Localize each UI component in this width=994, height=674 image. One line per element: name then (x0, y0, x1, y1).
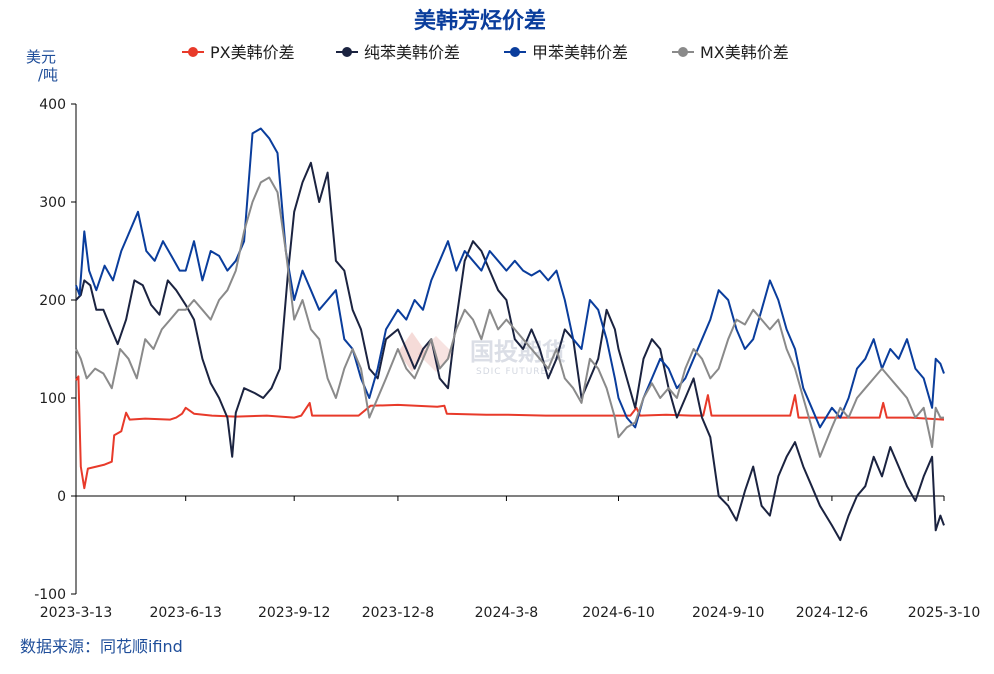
x-tick-label: 2023-6-13 (149, 605, 221, 621)
x-tick-label: 2025-3-10 (908, 605, 980, 621)
x-tick-label: 2023-9-12 (258, 605, 330, 621)
y-tick-label: 0 (57, 489, 66, 505)
y-axis: -100 0 100 200 300 400 (34, 97, 77, 603)
x-tick-label: 2023-12-8 (362, 605, 434, 621)
y-tick-label: -100 (34, 587, 66, 603)
series-group (75, 127, 945, 542)
source-note: 数据来源：同花顺ifind (20, 637, 183, 656)
legend-marker (510, 47, 520, 57)
x-tick-label: 2024-3-8 (475, 605, 539, 621)
chart-title: 美韩芳烃价差 (414, 8, 546, 34)
legend-marker (342, 47, 352, 57)
series-line (75, 375, 945, 490)
series-line (75, 161, 945, 542)
y-tick-label: 400 (39, 97, 66, 113)
legend-label: MX美韩价差 (700, 43, 789, 62)
y-tick-label: 100 (39, 391, 66, 407)
legend-marker (678, 47, 688, 57)
x-axis: 2023-3-13 2023-6-13 2023-9-12 2023-12-8 2024… (40, 495, 980, 621)
y-tick-label: 200 (39, 293, 66, 309)
series-line (75, 176, 944, 458)
x-tick-label: 2024-6-10 (582, 605, 654, 621)
x-tick-label: 2024-9-10 (692, 605, 764, 621)
x-tick-label: 2024-12-6 (796, 605, 869, 621)
legend-marker (188, 47, 198, 57)
y-unit-line1: 美元 (26, 48, 56, 66)
y-tick-label: 300 (39, 195, 66, 211)
legend-label: PX美韩价差 (210, 43, 295, 62)
x-tick-label: 2023-3-13 (40, 605, 112, 621)
legend-label: 纯苯美韩价差 (364, 43, 460, 62)
watermark-sub: SDIC FUTURES (476, 367, 554, 377)
y-unit-line2: /吨 (38, 66, 58, 84)
legend: PX美韩价差 纯苯美韩价差 甲苯美韩价差 MX美韩价差 (182, 43, 789, 62)
series-line (75, 127, 945, 429)
legend-label: 甲苯美韩价差 (532, 43, 628, 62)
